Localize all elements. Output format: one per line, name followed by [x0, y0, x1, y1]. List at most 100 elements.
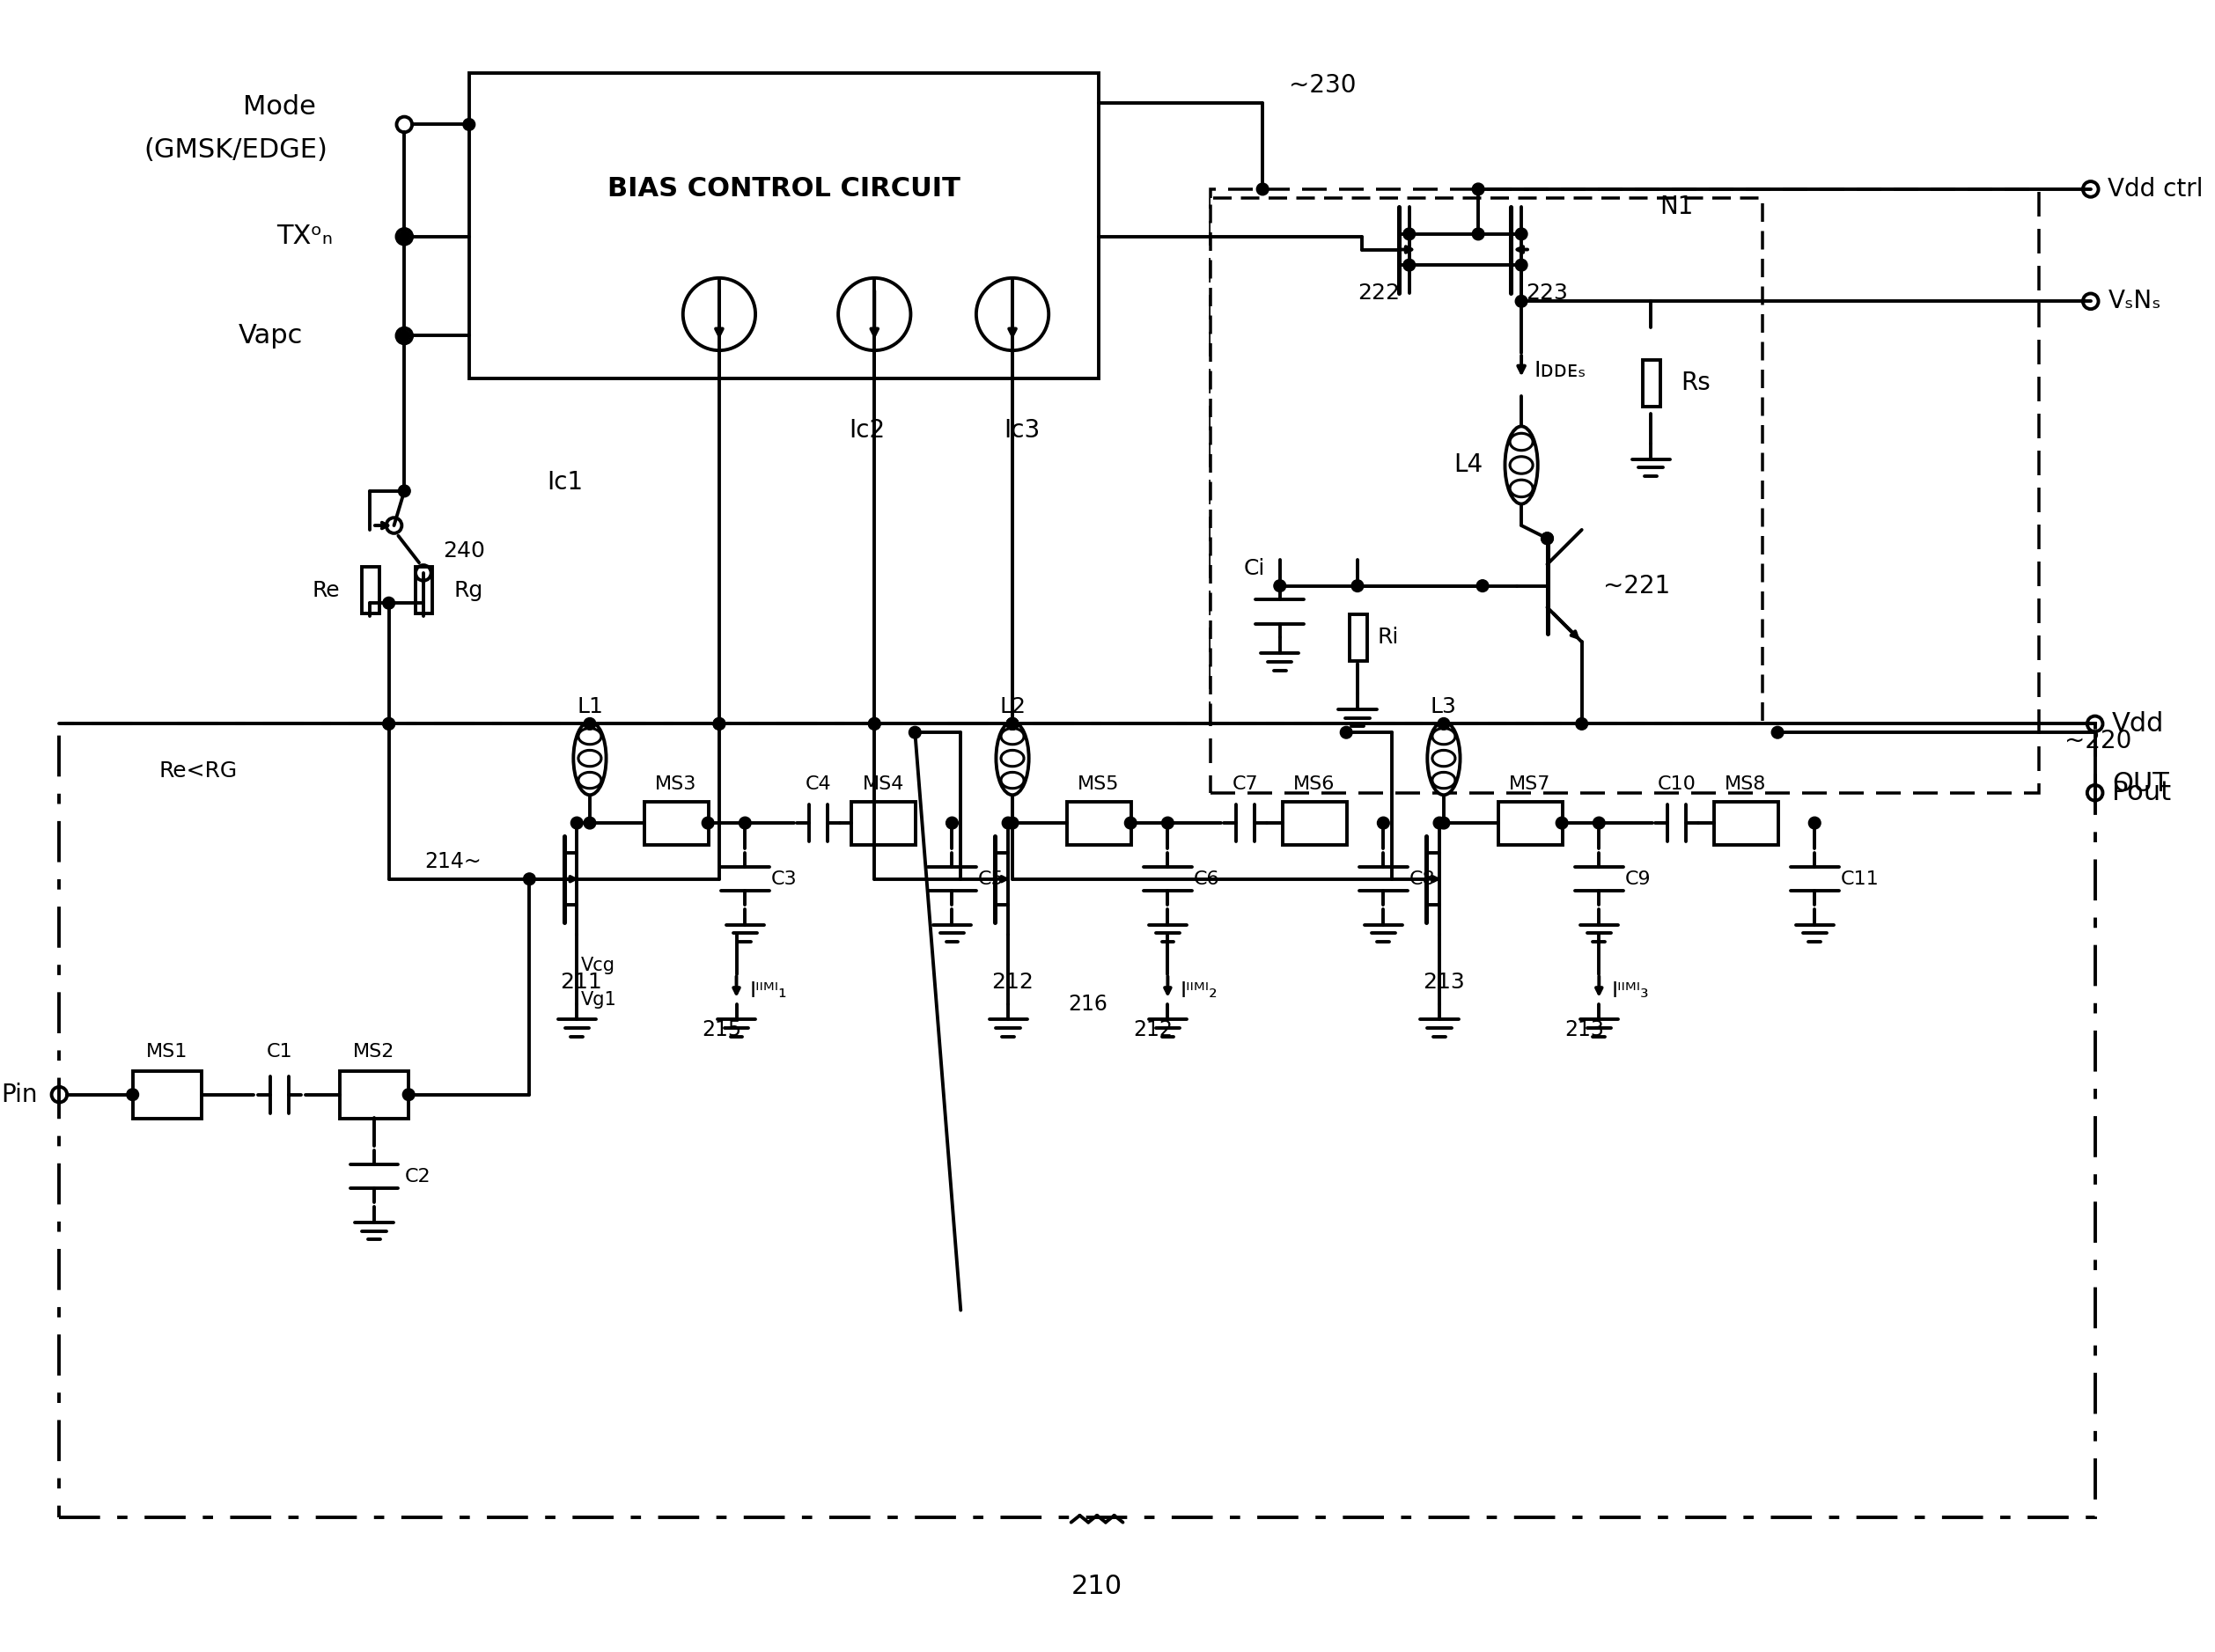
Text: C11: C11	[1841, 871, 1878, 887]
Text: Ic2: Ic2	[848, 418, 884, 443]
Text: 222: 222	[1358, 282, 1400, 304]
Bar	[1644, 360, 1659, 406]
Text: C4: C4	[806, 775, 831, 793]
Circle shape	[1810, 818, 1821, 829]
Ellipse shape	[574, 722, 607, 795]
Text: 211: 211	[560, 971, 602, 993]
Ellipse shape	[1426, 722, 1460, 795]
Text: Vdd ctrl: Vdd ctrl	[2109, 177, 2204, 202]
Bar	[470, 73, 1099, 378]
Text: 240: 240	[443, 540, 485, 562]
Text: Pout: Pout	[2113, 780, 2171, 806]
Circle shape	[1542, 532, 1553, 545]
Circle shape	[1006, 717, 1019, 730]
Circle shape	[1402, 259, 1415, 271]
Text: Vg1: Vg1	[580, 991, 618, 1009]
Text: 213: 213	[1422, 971, 1464, 993]
Text: 215: 215	[702, 1019, 742, 1041]
Text: C9: C9	[1626, 871, 1650, 887]
Circle shape	[868, 717, 882, 730]
Bar	[1349, 615, 1367, 661]
Text: Vcg: Vcg	[580, 957, 616, 975]
Text: C6: C6	[1194, 871, 1220, 887]
Circle shape	[1473, 183, 1484, 195]
Ellipse shape	[997, 722, 1028, 795]
Circle shape	[946, 818, 959, 829]
Text: L2: L2	[999, 695, 1026, 717]
Text: C10: C10	[1657, 775, 1697, 793]
Circle shape	[713, 717, 724, 730]
Bar	[1282, 801, 1347, 844]
Circle shape	[1555, 818, 1568, 829]
Circle shape	[1542, 532, 1553, 545]
Text: Iᴵᴵᴹᴵ₃: Iᴵᴵᴹᴵ₃	[1613, 981, 1650, 1001]
Text: L4: L4	[1453, 453, 1482, 477]
Text: Iᴅᴅᴇₛ: Iᴅᴅᴇₛ	[1535, 360, 1586, 382]
Text: MS3: MS3	[656, 775, 698, 793]
Text: MS2: MS2	[354, 1042, 394, 1061]
Text: VₛNₛ: VₛNₛ	[2109, 289, 2162, 314]
Bar	[1068, 801, 1132, 844]
Circle shape	[1256, 183, 1269, 195]
Text: Iᴵᴵᴹᴵ₂: Iᴵᴵᴹᴵ₂	[1181, 981, 1218, 1001]
Text: Ic3: Ic3	[1003, 418, 1041, 443]
Bar	[851, 801, 915, 844]
Circle shape	[1515, 296, 1528, 307]
Circle shape	[1340, 727, 1353, 738]
Circle shape	[523, 872, 536, 885]
Text: N1: N1	[1659, 193, 1694, 218]
Circle shape	[383, 596, 394, 610]
Text: Vdd: Vdd	[2113, 710, 2164, 737]
Text: ~220: ~220	[2064, 729, 2133, 753]
Circle shape	[1006, 717, 1019, 730]
Circle shape	[1593, 818, 1606, 829]
Text: MS4: MS4	[862, 775, 904, 793]
Text: (GMSK/EDGE): (GMSK/EDGE)	[144, 137, 328, 164]
Text: BIAS CONTROL CIRCUIT: BIAS CONTROL CIRCUIT	[607, 177, 961, 202]
Text: 210: 210	[1072, 1573, 1123, 1599]
Text: 223: 223	[1526, 282, 1568, 304]
Text: Rg: Rg	[454, 580, 483, 601]
Text: C8: C8	[1409, 871, 1435, 887]
Text: OUT: OUT	[2113, 771, 2168, 796]
Circle shape	[1001, 818, 1014, 829]
Circle shape	[702, 818, 713, 829]
Text: MS6: MS6	[1294, 775, 1336, 793]
Circle shape	[383, 717, 394, 730]
Text: TXᵒₙ: TXᵒₙ	[277, 223, 332, 249]
Circle shape	[399, 330, 410, 342]
Text: Ci: Ci	[1243, 558, 1265, 580]
Text: 213: 213	[1564, 1019, 1604, 1041]
Text: 216: 216	[1068, 993, 1108, 1014]
Circle shape	[1125, 818, 1136, 829]
Circle shape	[1515, 228, 1528, 240]
Bar	[361, 567, 379, 613]
Circle shape	[1402, 228, 1415, 240]
Circle shape	[585, 818, 596, 829]
Text: C7: C7	[1232, 775, 1258, 793]
Circle shape	[1433, 818, 1446, 829]
Circle shape	[1161, 818, 1174, 829]
Text: ~230: ~230	[1289, 73, 1356, 97]
Text: Ic1: Ic1	[547, 471, 583, 494]
Text: 212: 212	[992, 971, 1034, 993]
Circle shape	[1006, 818, 1019, 829]
Circle shape	[1438, 818, 1451, 829]
Circle shape	[463, 119, 474, 131]
Bar	[416, 567, 432, 613]
Circle shape	[403, 1089, 414, 1100]
Text: C3: C3	[771, 871, 797, 887]
Circle shape	[1006, 717, 1019, 730]
Circle shape	[1772, 727, 1783, 738]
Circle shape	[399, 231, 410, 243]
Text: Re: Re	[312, 580, 339, 601]
Circle shape	[1438, 717, 1451, 730]
Circle shape	[383, 717, 394, 730]
Text: C1: C1	[266, 1042, 292, 1061]
Circle shape	[1351, 580, 1364, 591]
Circle shape	[585, 717, 596, 730]
Bar	[133, 1072, 202, 1118]
Text: MS1: MS1	[146, 1042, 188, 1061]
Text: Iᴵᴵᴹᴵ₁: Iᴵᴵᴹᴵ₁	[749, 981, 786, 1001]
Text: Rs: Rs	[1681, 370, 1710, 395]
